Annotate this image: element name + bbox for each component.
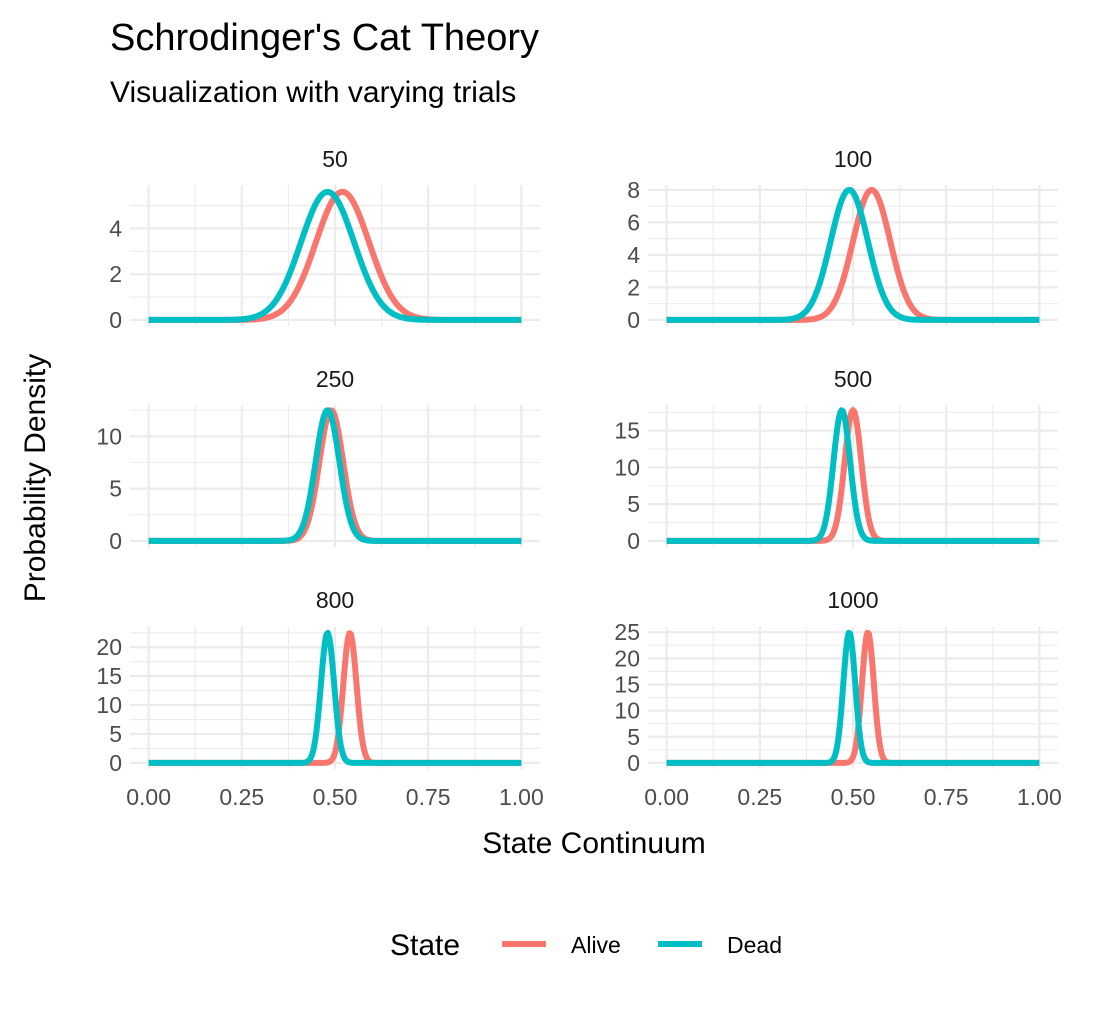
y-tick-label: 2	[109, 261, 122, 287]
y-axis-title: Probability Density	[19, 354, 52, 602]
series-line-dead	[665, 407, 1041, 544]
y-tick-label: 5	[627, 724, 640, 750]
x-axis-title: State Continuum	[482, 827, 705, 860]
y-tick-label: 10	[96, 423, 122, 449]
y-tick-label: 0	[627, 750, 640, 776]
y-tick-label: 2	[627, 274, 640, 300]
facet-panel-100: 0 2 4 6 8 100	[627, 146, 1058, 333]
y-tick-label: 10	[96, 692, 122, 718]
series-line-dead	[147, 629, 523, 766]
y-tick-label: 5	[627, 491, 640, 517]
facet-panels: 02450024681000510250051015500051015200.0…	[96, 146, 1061, 810]
facet-panel-50: 0 2 4 50	[109, 146, 540, 333]
facet-strip-label: 50	[322, 146, 348, 172]
chart-subtitle: Visualization with varying trials	[110, 76, 516, 109]
facet-strip-label: 800	[316, 587, 354, 613]
facet-strip-label: 500	[834, 366, 872, 392]
y-tick-label: 0	[109, 307, 122, 333]
series-line-dead	[665, 186, 1041, 323]
facet-strip-label: 100	[834, 146, 872, 172]
y-tick-label: 15	[96, 663, 122, 689]
y-tick-label: 6	[627, 209, 640, 235]
legend-label-dead: Dead	[727, 932, 782, 958]
y-tick-label: 20	[96, 634, 122, 660]
y-tick-label: 5	[109, 476, 122, 502]
y-tick-label: 20	[614, 645, 640, 671]
x-tick-label: 0.75	[924, 784, 969, 810]
x-tick-label: 0.25	[737, 784, 782, 810]
facet-strip-label: 250	[316, 366, 354, 392]
y-tick-label: 0	[627, 307, 640, 333]
x-tick-label: 0.25	[219, 784, 264, 810]
y-tick-label: 10	[614, 454, 640, 480]
series-line-dead	[147, 188, 523, 323]
x-tick-label: 0.00	[126, 784, 171, 810]
y-tick-label: 5	[109, 721, 122, 747]
y-tick-label: 4	[627, 242, 640, 268]
y-tick-label: 15	[614, 671, 640, 697]
y-tick-label: 25	[614, 619, 640, 645]
facet-panel-800: 0 5 10 15 20 0.00 0.25 0.50 0.75 1.00 800	[96, 587, 543, 810]
legend-label-alive: Alive	[571, 932, 621, 958]
legend-title: State	[390, 929, 460, 962]
facet-strip-label: 1000	[827, 587, 878, 613]
y-tick-label: 4	[109, 215, 122, 241]
x-tick-label: 0.75	[406, 784, 451, 810]
y-tick-label: 0	[627, 528, 640, 554]
y-tick-label: 0	[109, 528, 122, 554]
series-line-dead	[665, 629, 1041, 766]
series-line-dead	[147, 407, 523, 544]
x-tick-label: 0.00	[644, 784, 689, 810]
x-tick-label: 0.50	[831, 784, 876, 810]
y-tick-label: 15	[614, 418, 640, 444]
x-tick-label: 1.00	[499, 784, 544, 810]
legend: State Alive Dead	[390, 929, 782, 962]
y-tick-label: 0	[109, 750, 122, 776]
y-tick-label: 8	[627, 177, 640, 203]
x-tick-label: 1.00	[1017, 784, 1062, 810]
y-tick-label: 10	[614, 698, 640, 724]
x-tick-label: 0.50	[313, 784, 358, 810]
chart-title: Schrodinger's Cat Theory	[110, 17, 539, 59]
facet-panel-500: 0 5 10 15 500	[614, 366, 1058, 554]
facet-panel-250: 0 5 10 250	[96, 366, 540, 554]
